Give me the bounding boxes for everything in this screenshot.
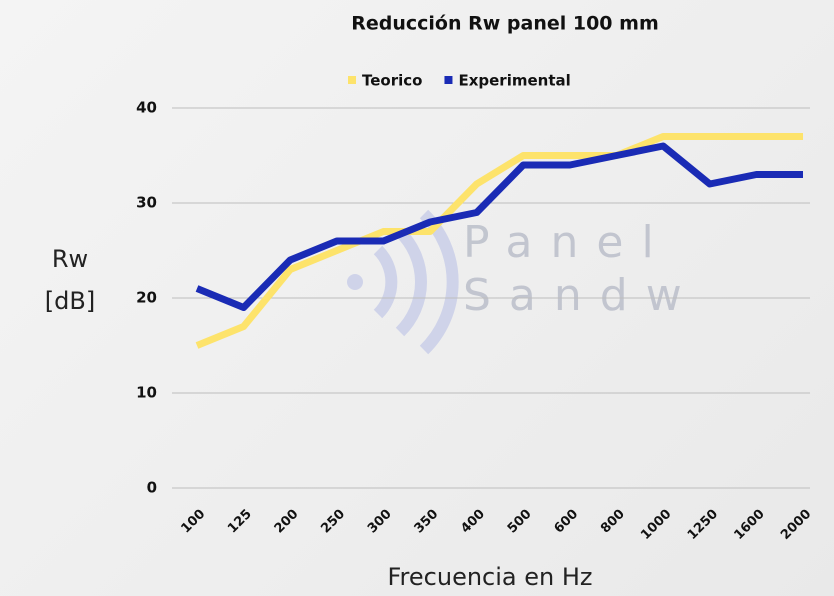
legend-label: Experimental — [458, 72, 570, 90]
x-axis-label: Frecuencia en Hz — [388, 563, 593, 591]
series-line — [195, 133, 803, 349]
x-tick-label: 1000 — [638, 507, 674, 543]
y-axis-label: Rw [dB] — [44, 245, 96, 315]
series-line — [195, 142, 803, 311]
x-tick-label: 1600 — [731, 507, 767, 543]
x-tick-label: 600 — [551, 507, 581, 537]
legend: Teorico Experimental — [348, 72, 571, 90]
y-tick-label: 20 — [136, 289, 157, 307]
y-tick-label: 10 — [136, 384, 157, 402]
x-tick-label: 500 — [505, 507, 535, 537]
y-tick-label: 40 — [136, 99, 157, 117]
x-tick-label: 200 — [272, 507, 302, 537]
watermark-text: Panel — [463, 217, 672, 268]
legend-label: Teorico — [362, 72, 422, 90]
x-tick-label: 350 — [412, 507, 442, 537]
y-tick-label: 0 — [147, 479, 157, 497]
x-tick-label: 800 — [598, 507, 628, 537]
legend-swatch — [444, 76, 453, 84]
x-tick-label: 300 — [365, 507, 395, 537]
x-tick-label: 1250 — [685, 507, 721, 543]
x-tick-label: 250 — [318, 507, 348, 537]
x-tick-label: 2000 — [778, 507, 814, 543]
x-tick-label: 100 — [179, 507, 209, 537]
legend-swatch — [348, 76, 356, 84]
y-tick-label: 30 — [136, 194, 157, 212]
watermark-text: Sandw — [463, 270, 700, 321]
x-tick-label: 125 — [225, 507, 255, 537]
chart-title: Reducción Rw panel 100 mm — [351, 13, 659, 35]
x-tick-label: 400 — [458, 507, 488, 537]
